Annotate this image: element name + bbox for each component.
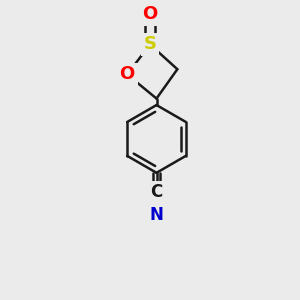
Text: N: N: [150, 206, 164, 224]
Text: S: S: [143, 35, 157, 53]
Text: O: O: [120, 65, 135, 83]
Text: C: C: [150, 183, 163, 201]
Text: O: O: [142, 5, 158, 23]
